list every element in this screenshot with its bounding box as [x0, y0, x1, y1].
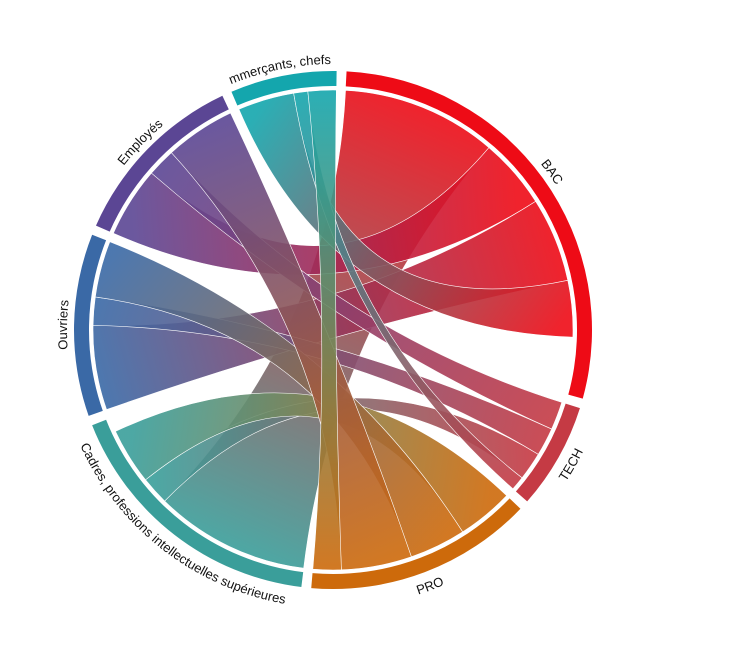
group-arc-artisans[interactable] — [231, 71, 337, 106]
ribbon-bac-artisans[interactable] — [238, 92, 574, 338]
group-arc-employes[interactable] — [95, 95, 229, 232]
group-label-artisans: Artisans, commerçants, chefs d'entrepris… — [0, 0, 335, 87]
ribbon-tech-artisans[interactable] — [293, 90, 523, 490]
group-arc-cadres[interactable] — [92, 419, 304, 588]
ribbon-tech-ouvriers[interactable] — [92, 296, 552, 455]
ribbon-tech-employes[interactable] — [150, 152, 563, 430]
ribbon-pro-artisans[interactable] — [307, 89, 342, 571]
group-arc-layer — [74, 71, 592, 589]
group-arc-pro[interactable] — [311, 498, 521, 589]
group-label-ouvriers: Ouvriers — [55, 299, 72, 350]
group-arc-ouvriers[interactable] — [74, 234, 107, 416]
group-arc-tech[interactable] — [515, 403, 580, 502]
group-label-pro: PRO — [414, 574, 445, 598]
ribbon-layer — [92, 89, 574, 571]
